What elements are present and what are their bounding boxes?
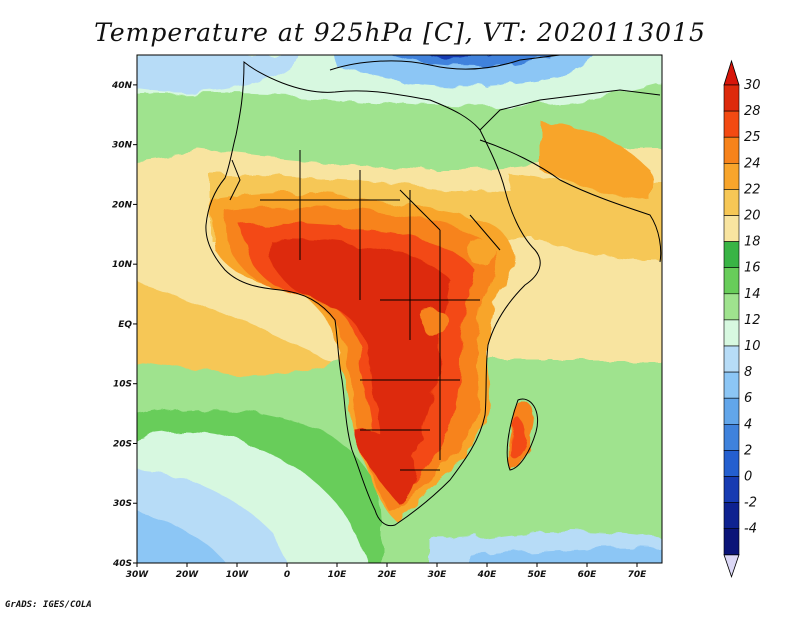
lon-tick-label: 20E (378, 570, 398, 580)
colorbar-label: 16 (744, 261, 761, 276)
colorbar-label: 20 (744, 209, 761, 224)
lat-tick-label: 40S (112, 559, 132, 569)
colorbar-swatch (723, 293, 740, 321)
lat-tick-label: 30N (112, 141, 133, 151)
colorbar-label: -2 (744, 496, 757, 511)
lon-tick-label: 10W (226, 570, 250, 580)
colorbar-swatch (723, 110, 740, 138)
colorbar-bottom-arrow (723, 554, 740, 579)
colorbar-swatch (723, 345, 740, 373)
colorbar-swatch (723, 528, 740, 556)
lon-tick-label: 30W (126, 570, 150, 580)
lat-tick-label: EQ (118, 320, 132, 330)
colorbar-swatch (723, 371, 740, 399)
lat-tick-label: 20S (113, 439, 132, 449)
colorbar-label: 30 (744, 78, 761, 93)
colorbar-label: 24 (744, 156, 761, 171)
colorbar-swatch (723, 241, 740, 269)
map-frame (136, 54, 663, 564)
longitude-axis: 30W 20W 10W 0 10E 20E 30E 40E 50E 60E 70E (126, 563, 647, 580)
colorbar-swatch (723, 136, 740, 164)
colorbar-label: 2 (744, 443, 752, 458)
lon-tick-label: 50E (528, 570, 548, 580)
colorbar-top-arrow (723, 59, 740, 86)
colorbar-label: 18 (744, 235, 761, 250)
temperature-field (137, 55, 662, 563)
lon-tick-label: 10E (328, 570, 348, 580)
lon-tick-label: 70E (628, 570, 648, 580)
colorbar-label: 12 (744, 313, 761, 328)
lat-tick-label: 30S (113, 499, 132, 509)
lon-tick-label: 60E (578, 570, 598, 580)
colorbar-swatch (723, 319, 740, 347)
colorbar-swatch (723, 476, 740, 503)
colorbar-label: 28 (744, 104, 761, 119)
colorbar-label: 14 (744, 287, 761, 302)
colorbar-label: 0 (744, 470, 752, 485)
colorbar-label: 4 (744, 417, 752, 432)
footer-credit: GrADS: IGES/COLA (5, 600, 92, 610)
colorbar-label: 25 (744, 130, 761, 145)
colorbar-label: 6 (744, 391, 752, 406)
colorbar-swatch (723, 450, 740, 477)
colorbar-swatch (723, 397, 740, 425)
colorbar-label: 8 (744, 365, 752, 380)
coastlines (205, 55, 662, 527)
lat-tick-label: 10S (113, 380, 132, 390)
lon-tick-label: 40E (477, 570, 498, 580)
colorbar-swatch (723, 84, 740, 112)
colorbar-swatch (723, 423, 740, 451)
colorbar-label: -4 (744, 522, 757, 537)
colorbar-label: 10 (744, 339, 761, 354)
map-title: Temperature at 925hPa [C], VT: 202011301… (94, 18, 706, 47)
lat-tick-label: 10N (112, 260, 133, 270)
colorbar-swatch (723, 267, 740, 295)
colorbar-swatch (723, 163, 740, 190)
latitude-axis: 40N 30N 20N 10N EQ 10S 20S 30S 40S (111, 81, 137, 569)
lat-tick-label: 20N (112, 200, 133, 210)
lon-tick-label: 0 (284, 570, 290, 580)
lat-tick-label: 40N (111, 81, 133, 91)
lon-tick-label: 30E (428, 570, 448, 580)
colorbar-swatch (723, 189, 740, 216)
colorbar-swatch (723, 502, 740, 530)
colorbar-swatch (723, 215, 740, 242)
lon-tick-label: 20W (176, 570, 200, 580)
colorbar-label: 22 (744, 182, 761, 197)
map-plot-area (137, 55, 662, 563)
